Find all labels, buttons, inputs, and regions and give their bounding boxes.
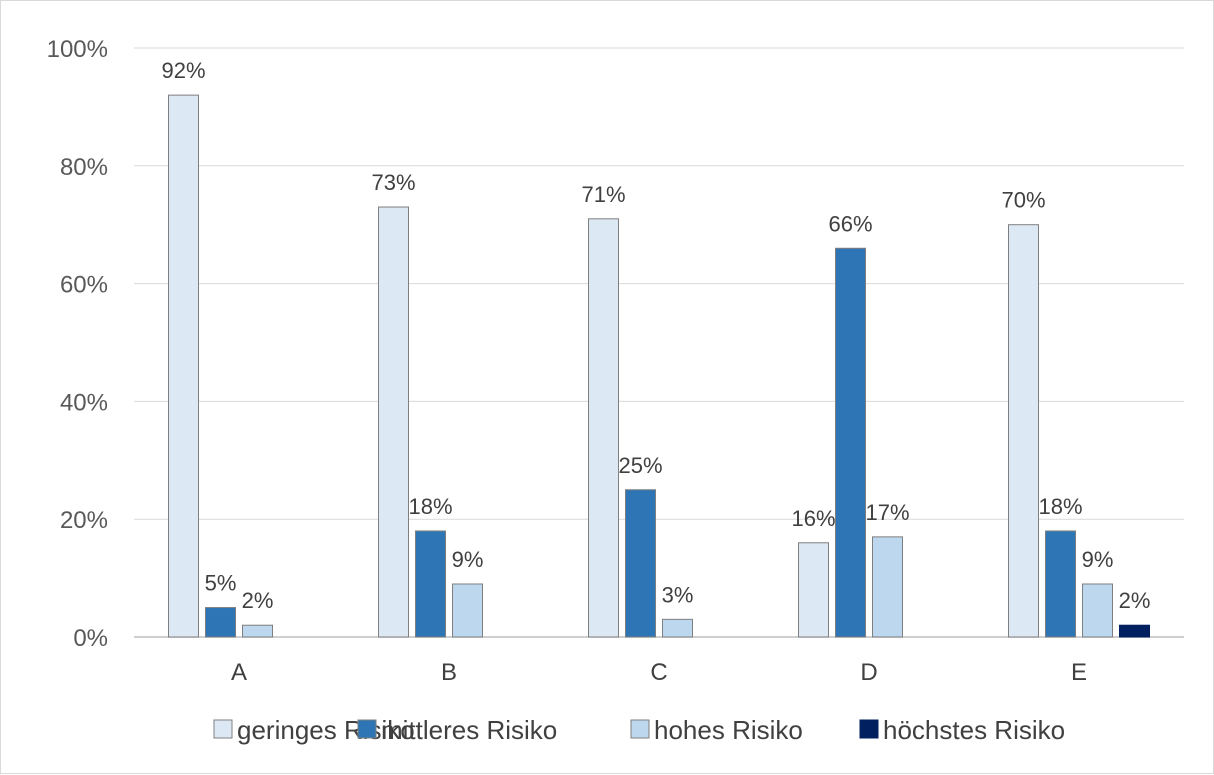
bar [168, 94, 199, 638]
data-label: 16% [791, 506, 835, 531]
bar [588, 218, 619, 638]
data-label: 5% [205, 571, 237, 596]
data-label: 71% [581, 182, 625, 207]
bar [415, 530, 446, 638]
legend-label: höchstes Risiko [883, 715, 1065, 745]
data-label: 70% [1001, 188, 1045, 213]
legend-label: geringes Risiko [237, 715, 415, 745]
bar [1045, 530, 1076, 638]
data-label: 2% [1119, 588, 1151, 613]
bar [662, 618, 693, 638]
bar [835, 247, 866, 638]
bar [1008, 224, 1039, 638]
legend-swatch [630, 719, 650, 739]
x-category-label: D [860, 659, 877, 686]
bar [242, 624, 273, 638]
data-label: 2% [242, 588, 274, 613]
data-label: 3% [662, 582, 694, 607]
legend-swatch [357, 719, 377, 739]
legend-swatch [859, 719, 879, 739]
y-tick-label: 0% [73, 625, 108, 652]
bar [1119, 624, 1150, 638]
y-tick-label: 80% [60, 154, 108, 181]
legend-label: hohes Risiko [654, 715, 803, 745]
y-tick-label: 20% [60, 507, 108, 534]
bar [872, 536, 903, 638]
y-tick-label: 100% [47, 36, 108, 63]
legend-swatch [213, 719, 233, 739]
bar [452, 583, 483, 638]
bar [205, 607, 236, 638]
x-category-label: A [231, 659, 247, 686]
data-label: 25% [618, 453, 662, 478]
data-label: 17% [865, 500, 909, 525]
y-tick-label: 40% [60, 389, 108, 416]
bars [168, 94, 1150, 638]
data-label: 66% [828, 211, 872, 236]
data-labels: 92%5%2%73%18%9%71%25%3%16%66%17%70%18%9%… [161, 58, 1150, 613]
data-label: 18% [1038, 494, 1082, 519]
bar [625, 489, 656, 638]
x-category-label: C [650, 659, 667, 686]
legend-label: mittleres Risiko [381, 715, 557, 745]
bar [798, 542, 829, 638]
x-axis-categories: A B C D E [231, 659, 1087, 686]
data-label: 9% [1082, 547, 1114, 572]
data-label: 92% [161, 58, 205, 83]
bar [1082, 583, 1113, 638]
y-tick-label: 60% [60, 272, 108, 299]
y-axis-ticks: 0% 20% 40% 60% 80% 100% [47, 36, 108, 652]
bar [378, 206, 409, 638]
x-category-label: E [1071, 659, 1087, 686]
data-label: 18% [408, 494, 452, 519]
x-category-label: B [441, 659, 457, 686]
data-label: 73% [371, 170, 415, 195]
data-label: 9% [452, 547, 484, 572]
